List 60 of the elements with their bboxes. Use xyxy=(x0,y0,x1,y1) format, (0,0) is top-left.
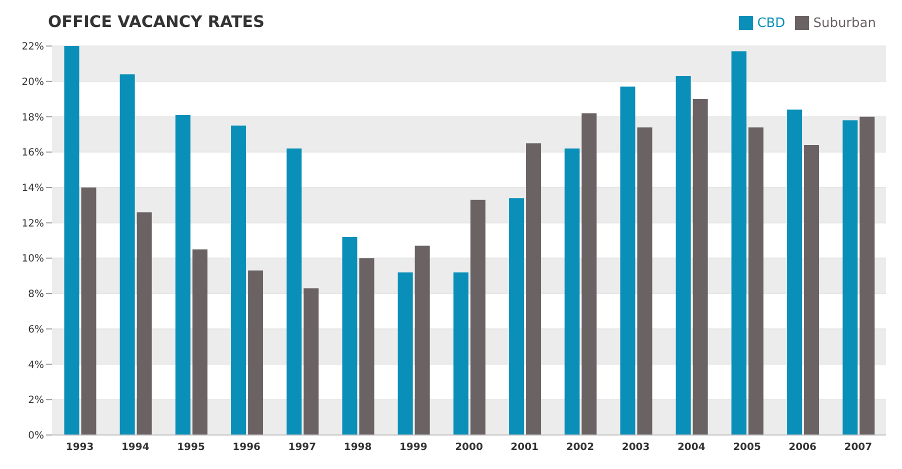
bar xyxy=(526,143,542,435)
chart-title: OFFICE VACANCY RATES xyxy=(48,12,265,31)
bar xyxy=(582,113,597,435)
y-tick-label: 0% xyxy=(28,430,44,442)
x-tick-label: 2000 xyxy=(455,442,483,454)
bar xyxy=(231,126,246,435)
bar xyxy=(286,148,302,435)
bar xyxy=(860,116,875,435)
x-tick-label: 2001 xyxy=(510,442,539,454)
y-tick-label: 4% xyxy=(28,360,44,371)
bar xyxy=(81,187,96,435)
bar xyxy=(509,198,524,435)
x-tick-label: 1995 xyxy=(177,442,205,454)
bar xyxy=(398,272,413,435)
bar xyxy=(453,272,468,435)
bar xyxy=(748,127,764,435)
y-tick-label: 14% xyxy=(22,183,44,194)
bar xyxy=(676,76,691,435)
bar xyxy=(304,288,319,435)
bar xyxy=(248,270,264,435)
y-tick-label: 22% xyxy=(22,42,44,53)
x-tick-label: 1996 xyxy=(232,442,261,454)
bar xyxy=(731,51,746,435)
x-tick-label: 1999 xyxy=(399,442,428,454)
legend-label: CBD xyxy=(757,16,786,31)
bar xyxy=(136,212,152,435)
bar xyxy=(842,120,858,435)
y-tick-label: 20% xyxy=(22,76,44,88)
bar xyxy=(692,99,708,435)
y-tick-label: 10% xyxy=(22,254,44,265)
x-tick-label: 2005 xyxy=(733,442,761,454)
x-tick-label: 1993 xyxy=(66,442,94,454)
y-tick-label: 2% xyxy=(28,395,44,406)
bar xyxy=(192,249,208,435)
x-tick-label: 2002 xyxy=(566,442,594,454)
bar xyxy=(120,74,135,435)
y-tick-label: 12% xyxy=(22,218,44,230)
x-tick-label: 2003 xyxy=(622,442,650,454)
y-tick-label: 6% xyxy=(28,324,44,336)
y-tick-label: 8% xyxy=(28,289,44,300)
bar xyxy=(175,114,190,435)
x-tick-label: 1994 xyxy=(121,442,150,454)
bar xyxy=(470,200,486,435)
y-tick-label: 18% xyxy=(22,112,44,124)
bar xyxy=(414,246,430,435)
bar xyxy=(787,110,802,435)
x-tick-label: 2007 xyxy=(844,442,872,454)
legend-label: Suburban xyxy=(813,16,876,31)
bar xyxy=(620,86,636,435)
bar xyxy=(637,127,652,435)
bar xyxy=(359,258,374,435)
y-tick-label: 16% xyxy=(22,148,44,159)
bar xyxy=(64,46,80,435)
bar xyxy=(804,145,820,435)
bar xyxy=(564,148,580,435)
x-tick-label: 1998 xyxy=(344,442,372,454)
x-tick-label: 2004 xyxy=(677,442,706,454)
x-tick-label: 2006 xyxy=(788,442,817,454)
x-tick-label: 1997 xyxy=(288,442,316,454)
bar xyxy=(342,236,358,435)
